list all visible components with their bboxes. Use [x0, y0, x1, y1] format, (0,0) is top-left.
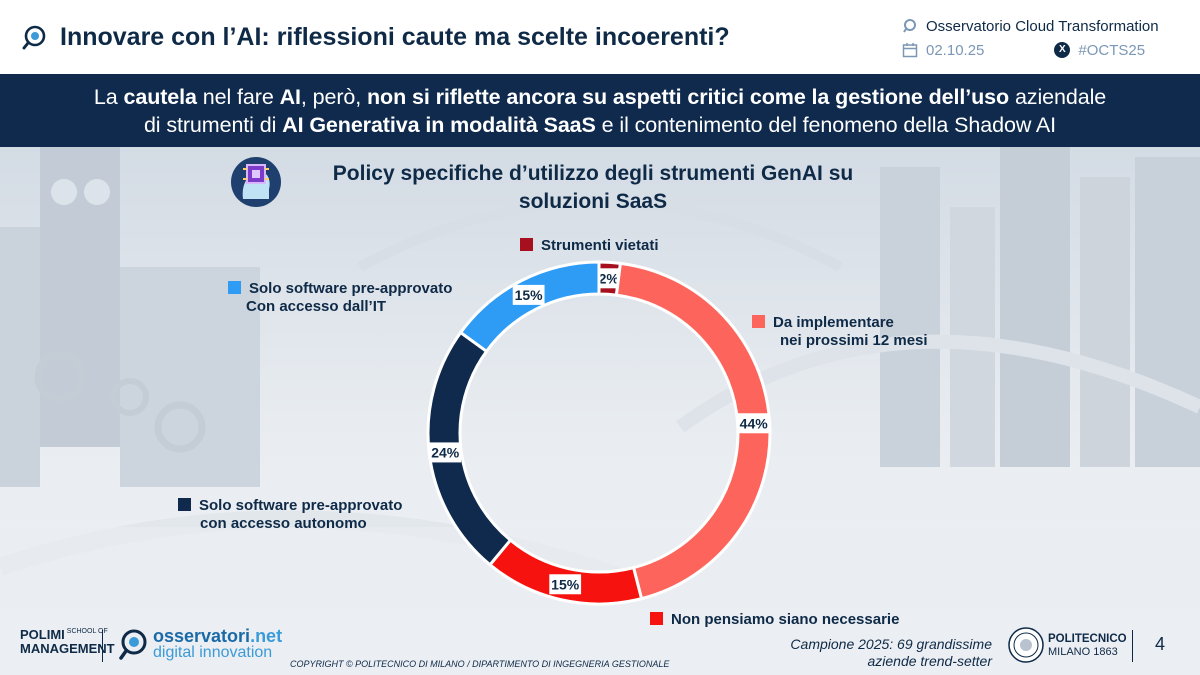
- donut-label-non: 15%: [551, 576, 580, 592]
- slide-header: Innovare con l’AI: riflessioni caute ma …: [0, 0, 1200, 74]
- legend-item-preit: Solo software pre-approvato Con accesso …: [228, 280, 528, 316]
- polimi-logo: POLIMI SCHOOL OF MANAGEMENT: [20, 628, 115, 656]
- legend-label-impl-2: nei prossimi 12 mesi: [780, 332, 928, 349]
- legend-label-non: Non pensiamo siano necessarie: [671, 611, 900, 628]
- banner-line-2-run-2: e il contenimento del fenomeno della Sha…: [595, 113, 1057, 137]
- legend-swatch-preit: [228, 281, 241, 294]
- politecnico-name: POLITECNICO: [1048, 633, 1127, 645]
- osservatori-logo-icon: [22, 25, 46, 50]
- donut-label-auto: 24%: [431, 444, 460, 460]
- banner-line-1-run-3: AI: [279, 85, 301, 109]
- legend-item-non: Non pensiamo siano necessarie: [650, 611, 899, 629]
- polimi-logo-line-2: MANAGEMENT: [20, 641, 115, 656]
- event-hashtag: #OCTS25: [1078, 41, 1146, 59]
- polimi-logo-line-1: POLIMI: [20, 627, 65, 642]
- legend-swatch-auto: [178, 498, 191, 511]
- legend-swatch-impl: [752, 315, 765, 328]
- legend-label-auto-2: con accesso autonomo: [200, 515, 367, 532]
- footer-divider-right: [1132, 630, 1133, 662]
- slide-meta: Osservatorio Cloud Transformation 02.10.…: [902, 14, 1197, 62]
- donut-label-bg-preit: [512, 284, 545, 305]
- x-social-icon: X: [1054, 42, 1071, 58]
- sample-note-line-1: Campione 2025: 69 grandissime: [790, 636, 992, 652]
- legend-label-preit-1: Solo software pre-approvato: [249, 280, 453, 297]
- donut-label-bg-auto: [429, 442, 462, 463]
- calendar-icon: [902, 43, 918, 58]
- donut-label-bg-vietati: [597, 268, 621, 289]
- donut-slice-non: [487, 537, 644, 606]
- banner-line-1-run-2: nel fare: [196, 85, 280, 109]
- banner-line-2: di strumenti di AI Generativa in modalit…: [0, 111, 1200, 139]
- hashtag-group: X #OCTS25: [1054, 42, 1145, 59]
- banner-line-1-run-5: non si riflette ancora su aspetti critic…: [367, 85, 1010, 109]
- chart-title-line-2: soluzioni SaaS: [518, 190, 668, 213]
- page-number: 4: [1155, 634, 1166, 654]
- legend-item-vietati: Strumenti vietati: [520, 237, 659, 255]
- legend-item-auto: Solo software pre-approvato con accesso …: [178, 497, 478, 533]
- slide-date: 02.10.25: [926, 41, 985, 59]
- osservatori-name-net: .net: [250, 626, 283, 646]
- politecnico-seal-icon: [1008, 627, 1044, 663]
- osservatori-name-main: osservatori: [153, 626, 251, 646]
- banner-line-2-run-1: AI Generativa in modalità SaaS: [282, 113, 596, 137]
- legend-swatch-non: [650, 612, 663, 625]
- osservatori-icon: [119, 629, 147, 660]
- legend-label-preit-2: Con accesso dall’IT: [246, 298, 387, 315]
- banner-line-1-run-0: La: [93, 85, 124, 109]
- copyright-note: COPYRIGHT © POLITECNICO DI MILANO / DIPA…: [290, 659, 670, 669]
- ai-head-icon: [231, 157, 281, 207]
- osservatori-subtitle: digital innovation: [153, 644, 273, 661]
- polimi-logo-school: SCHOOL OF: [66, 628, 108, 635]
- legend-item-impl: Da implementare nei prossimi 12 mesi: [752, 314, 982, 350]
- sample-note-line-2: aziende trend-setter: [867, 653, 992, 669]
- donut-label-impl: 44%: [740, 415, 769, 431]
- key-message-banner: La cautela nel fare AI, però, non si rif…: [0, 74, 1200, 147]
- banner-line-1: La cautela nel fare AI, però, non si rif…: [0, 83, 1200, 111]
- legend-label-vietati: Strumenti vietati: [541, 237, 659, 254]
- donut-slice-preit: [458, 260, 601, 354]
- footer-divider: [102, 630, 103, 662]
- donut-label-vietati: 2%: [599, 270, 620, 286]
- chart-title: Policy specifiche d’utilizzo degli strum…: [278, 160, 908, 216]
- background-illustration: [0, 147, 1200, 675]
- legend-label-auto-1: Solo software pre-approvato: [199, 497, 403, 514]
- banner-line-2-run-0: di strumenti di: [143, 113, 283, 137]
- donut-label-bg-impl: [737, 413, 770, 434]
- banner-line-1-run-6: aziendale: [1009, 85, 1107, 109]
- legend-swatch-vietati: [520, 238, 533, 251]
- osservatori-name: osservatori.net: [153, 627, 282, 645]
- observatory-name: Osservatorio Cloud Transformation: [926, 17, 1159, 35]
- banner-line-1-run-4: , però,: [300, 85, 368, 109]
- chart-title-line-1: Policy specifiche d’utilizzo degli strum…: [332, 162, 854, 185]
- observatory-icon: [903, 19, 916, 33]
- slide-title: Innovare con l’AI: riflessioni caute ma …: [60, 23, 730, 51]
- banner-line-1-run-1: cautela: [123, 85, 197, 109]
- sample-note: Campione 2025: 69 grandissime aziende tr…: [770, 636, 992, 670]
- legend-label-impl-1: Da implementare: [773, 314, 894, 331]
- donut-label-preit: 15%: [515, 287, 544, 303]
- donut-label-bg-non: [549, 574, 582, 595]
- politecnico-sub: MILANO 1863: [1048, 646, 1118, 658]
